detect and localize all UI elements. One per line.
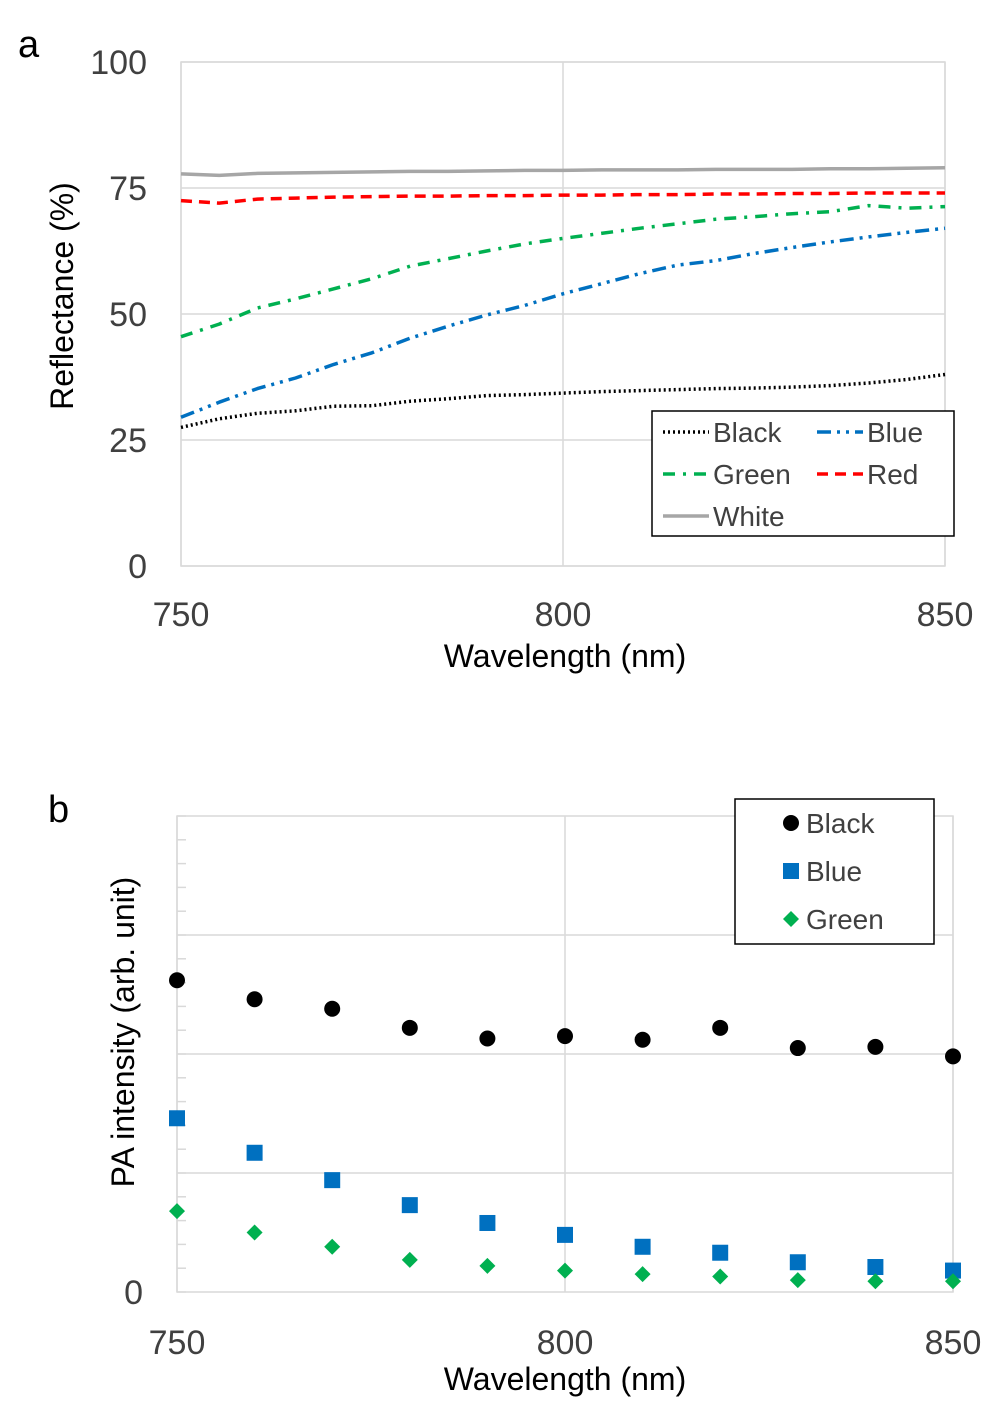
pa-intensity-point-black — [867, 1038, 884, 1055]
pa-intensity-point-green — [557, 1262, 573, 1279]
reflectance-legend: Black Blue Green Red White — [651, 410, 955, 537]
pa-intensity-legend-label-green: Green — [806, 904, 884, 935]
pa-intensity-minor-ticks — [177, 815, 186, 1293]
pa-intensity-series-green — [169, 1203, 961, 1290]
pa-intensity-series-black — [169, 972, 961, 1065]
reflectance-y-tick-100: 100 — [90, 44, 147, 82]
pa-intensity-point-green — [867, 1273, 884, 1290]
pa-intensity-point-green — [712, 1268, 729, 1285]
reflectance-x-tick-800: 800 — [535, 596, 592, 634]
pa-intensity-point-blue — [867, 1259, 884, 1276]
reflectance-x-tick-labels: 750 800 850 — [153, 596, 974, 634]
reflectance-y-tick-50: 50 — [109, 296, 147, 334]
pa-intensity-point-green — [324, 1238, 341, 1255]
reflectance-legend-label-red: Red — [867, 459, 918, 490]
pa-intensity-point-green — [401, 1251, 418, 1268]
pa-intensity-point-blue — [401, 1197, 418, 1214]
reflectance-legend-label-white: White — [713, 501, 785, 532]
pa-intensity-point-black — [789, 1040, 806, 1057]
pa-intensity-point-blue — [479, 1214, 496, 1231]
pa-intensity-point-blue — [324, 1172, 341, 1189]
reflectance-line-red — [180, 191, 945, 205]
reflectance-legend-label-blue: Blue — [867, 417, 923, 448]
reflectance-legend-label-black: Black — [713, 417, 782, 448]
pa-intensity-point-blue — [945, 1262, 961, 1279]
pa-intensity-legend-label-blue: Blue — [806, 856, 862, 887]
pa-intensity-point-blue — [169, 1110, 185, 1127]
pa-intensity-point-blue — [712, 1244, 729, 1261]
pa-intensity-point-black — [634, 1031, 651, 1048]
pa-intensity-x-axis-label: Wavelength (nm) — [444, 1361, 686, 1397]
pa-intensity-point-black — [557, 1028, 573, 1045]
pa-intensity-y-axis-label: PA intensity (arb. unit) — [105, 877, 141, 1188]
pa-intensity-x-tick-labels: 750 800 850 — [149, 1324, 982, 1362]
pa-intensity-point-green — [945, 1273, 961, 1290]
pa-intensity-point-black — [169, 972, 185, 989]
reflectance-plot-frame — [180, 61, 946, 567]
pa-intensity-x-tick-850: 850 — [925, 1324, 982, 1362]
pa-intensity-point-green — [479, 1257, 496, 1274]
pa-intensity-point-black — [324, 1000, 341, 1017]
pa-intensity-legend-box — [734, 798, 935, 945]
reflectance-y-tick-75: 75 — [109, 170, 147, 208]
pa-intensity-y-tick-0: 0 — [124, 1274, 143, 1312]
reflectance-line-white — [180, 166, 946, 178]
pa-intensity-x-tick-800: 800 — [537, 1324, 594, 1362]
reflectance-line-blue — [180, 226, 946, 419]
reflectance-x-axis-label: Wavelength (nm) — [444, 638, 686, 674]
pa-intensity-legend-marker-green — [783, 911, 799, 927]
pa-intensity-point-black — [246, 991, 263, 1008]
pa-intensity-point-black — [945, 1048, 961, 1065]
pa-intensity-point-blue — [789, 1254, 806, 1271]
pa-intensity-point-black — [401, 1019, 418, 1036]
pa-intensity-x-tick-750: 750 — [149, 1324, 206, 1362]
pa-intensity-series-blue — [169, 1110, 961, 1279]
reflectance-line-green — [180, 203, 946, 339]
pa-intensity-point-green — [634, 1266, 651, 1283]
pa-intensity-legend-label-black: Black — [806, 808, 875, 839]
reflectance-chart: a 0 25 50 75 100 750 800 850 Wavelength (nm) R… — [18, 24, 973, 674]
reflectance-legend-label-green: Green — [713, 459, 791, 490]
reflectance-y-axis-label: Reflectance (%) — [44, 182, 80, 410]
panel-label-a: a — [18, 24, 40, 66]
reflectance-x-tick-850: 850 — [917, 596, 974, 634]
pa-intensity-legend-marker-black — [783, 815, 799, 831]
pa-intensity-y-tick-labels: 0 — [124, 1274, 143, 1312]
pa-intensity-legend: Black Blue Green — [734, 798, 935, 945]
pa-intensity-point-blue — [634, 1238, 651, 1255]
pa-intensity-point-green — [789, 1272, 806, 1289]
pa-intensity-point-green — [169, 1203, 185, 1220]
pa-intensity-point-blue — [557, 1226, 573, 1243]
reflectance-y-tick-25: 25 — [109, 422, 147, 460]
reflectance-y-tick-0: 0 — [128, 548, 147, 586]
pa-intensity-point-green — [246, 1224, 263, 1241]
pa-intensity-point-black — [479, 1030, 496, 1047]
reflectance-x-tick-750: 750 — [153, 596, 210, 634]
reflectance-y-tick-labels: 0 25 50 75 100 — [90, 44, 147, 586]
reflectance-series — [180, 166, 946, 430]
pa-intensity-point-blue — [246, 1144, 263, 1161]
panel-label-b: b — [48, 789, 69, 831]
pa-intensity-point-black — [712, 1019, 729, 1036]
pa-intensity-series — [169, 972, 961, 1290]
pa-intensity-legend-marker-blue — [783, 863, 799, 879]
pa-intensity-chart: b 0 750 800 850 Wavelength (nm) PA intensi… — [48, 789, 981, 1397]
